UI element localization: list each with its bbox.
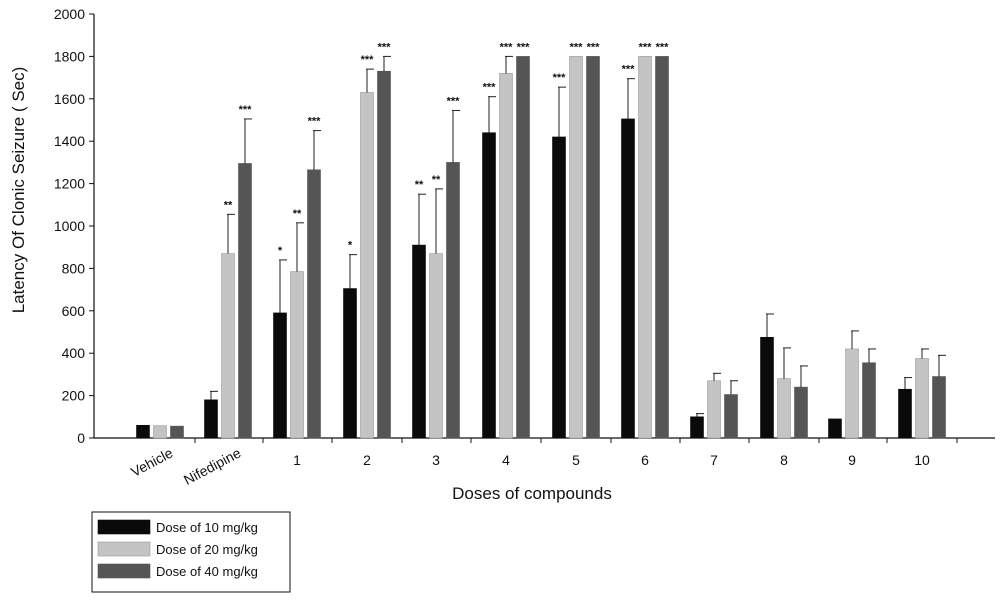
bar bbox=[360, 92, 374, 439]
y-tick-label: 0 bbox=[77, 430, 85, 446]
significance-label: *** bbox=[239, 104, 253, 116]
bar bbox=[724, 394, 738, 439]
significance-label: *** bbox=[517, 41, 531, 53]
bar bbox=[273, 312, 287, 439]
significance-label: *** bbox=[500, 41, 514, 53]
significance-label: *** bbox=[570, 41, 584, 53]
y-tick-label: 1800 bbox=[54, 48, 85, 64]
y-tick-label: 600 bbox=[62, 303, 86, 319]
significance-label: *** bbox=[447, 95, 461, 107]
x-axis-title: Doses of compounds bbox=[452, 484, 612, 503]
y-tick-label: 1000 bbox=[54, 218, 85, 234]
bar bbox=[655, 56, 669, 439]
legend-label: Dose of 20 mg/kg bbox=[156, 542, 258, 557]
y-tick-label: 1200 bbox=[54, 176, 85, 192]
x-tick-label: 2 bbox=[363, 452, 371, 468]
bar bbox=[136, 424, 150, 439]
bar bbox=[204, 399, 218, 439]
significance-label: *** bbox=[378, 41, 392, 53]
x-tick-label: 4 bbox=[502, 452, 510, 468]
x-tick-label: Nifedipine bbox=[181, 444, 244, 487]
bar bbox=[221, 253, 235, 439]
significance-label: *** bbox=[361, 54, 375, 66]
bar bbox=[794, 386, 808, 439]
significance-label: ** bbox=[293, 208, 302, 220]
x-tick-label: Vehicle bbox=[128, 444, 176, 479]
bar bbox=[760, 336, 774, 439]
x-tick-label: 8 bbox=[780, 452, 788, 468]
bar bbox=[898, 388, 912, 439]
bar bbox=[343, 288, 357, 439]
y-tick-label: 200 bbox=[62, 388, 86, 404]
bar bbox=[153, 425, 167, 439]
bar bbox=[446, 162, 460, 439]
significance-label: *** bbox=[639, 41, 653, 53]
significance-label: * bbox=[348, 240, 353, 252]
x-tick-label: 5 bbox=[572, 452, 580, 468]
significance-label: ** bbox=[415, 179, 424, 191]
bar bbox=[516, 56, 530, 439]
significance-label: ** bbox=[224, 199, 233, 211]
significance-label: *** bbox=[308, 116, 322, 128]
y-tick-label: 1600 bbox=[54, 91, 85, 107]
x-tick-label: 6 bbox=[641, 452, 649, 468]
bar bbox=[377, 70, 391, 439]
bar bbox=[482, 132, 496, 439]
y-axis-title: Latency Of Clonic Seizure ( Sec) bbox=[9, 67, 28, 314]
bar bbox=[307, 169, 321, 439]
bar bbox=[552, 136, 566, 439]
bar bbox=[238, 163, 252, 439]
bar bbox=[638, 56, 652, 439]
x-tick-label: 7 bbox=[710, 452, 718, 468]
bar bbox=[915, 358, 929, 439]
bar bbox=[412, 244, 426, 439]
bar bbox=[845, 348, 859, 439]
significance-label: *** bbox=[656, 41, 670, 53]
x-tick-label: 10 bbox=[914, 452, 930, 468]
bar bbox=[586, 56, 600, 439]
bar bbox=[828, 418, 842, 439]
x-tick-label: 3 bbox=[432, 452, 440, 468]
bar bbox=[290, 271, 304, 439]
x-tick-label: 9 bbox=[848, 452, 856, 468]
bar bbox=[429, 253, 443, 439]
bar bbox=[862, 362, 876, 439]
bar bbox=[777, 378, 791, 439]
bar bbox=[690, 416, 704, 439]
significance-label: *** bbox=[483, 82, 497, 94]
bar bbox=[569, 56, 583, 439]
legend-label: Dose of 10 mg/kg bbox=[156, 520, 258, 535]
legend-label: Dose of 40 mg/kg bbox=[156, 564, 258, 579]
y-tick-label: 1400 bbox=[54, 133, 85, 149]
legend-swatch bbox=[97, 541, 151, 557]
y-tick-label: 400 bbox=[62, 345, 86, 361]
significance-label: ** bbox=[432, 174, 441, 186]
bar bbox=[621, 118, 635, 439]
bar bbox=[707, 380, 721, 439]
y-tick-label: 800 bbox=[62, 260, 86, 276]
plot-area: 0 200 400 600 800 1000 1200 1400 1600 1800 2000 Veh… bbox=[54, 6, 995, 488]
legend: Dose of 10 mg/kg Dose of 20 mg/kg Dose of … bbox=[91, 511, 291, 593]
bar bbox=[499, 73, 513, 439]
bar bbox=[932, 376, 946, 439]
legend-swatch bbox=[97, 563, 151, 579]
significance-label: *** bbox=[587, 41, 601, 53]
legend-swatch bbox=[97, 519, 151, 535]
significance-label: *** bbox=[622, 64, 636, 76]
x-tick-label: 1 bbox=[293, 452, 301, 468]
y-tick-label: 2000 bbox=[54, 6, 85, 22]
significance-label: * bbox=[278, 245, 283, 257]
significance-label: *** bbox=[553, 72, 567, 84]
bar bbox=[170, 425, 184, 439]
